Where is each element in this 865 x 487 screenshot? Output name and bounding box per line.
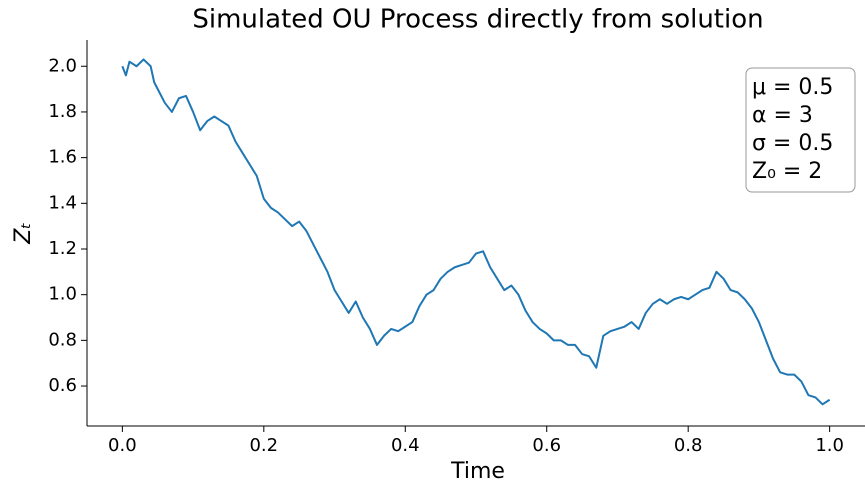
x-tick-label: 0.4 bbox=[391, 435, 420, 456]
y-tick-label: 1.2 bbox=[48, 238, 77, 259]
y-tick-label: 0.6 bbox=[48, 375, 77, 396]
y-tick-label: 2.0 bbox=[48, 55, 77, 76]
y-tick-label: 1.8 bbox=[48, 101, 77, 122]
annotation-text: μ = 0.5 bbox=[752, 75, 833, 100]
x-tick-label: 0.0 bbox=[108, 435, 137, 456]
x-tick-label: 0.8 bbox=[674, 435, 703, 456]
chart-title: Simulated OU Process directly from solut… bbox=[192, 5, 763, 35]
annotation-text: α = 3 bbox=[752, 103, 813, 128]
x-tick-label: 1.0 bbox=[815, 435, 844, 456]
y-tick-label: 1.0 bbox=[48, 284, 77, 305]
x-axis-label: Time bbox=[450, 459, 505, 484]
y-tick-label: 1.6 bbox=[48, 147, 77, 168]
annotation-text: σ = 0.5 bbox=[752, 131, 833, 156]
data-line bbox=[121, 58, 831, 406]
x-tick-label: 0.2 bbox=[249, 435, 278, 456]
y-tick-label: 1.4 bbox=[48, 192, 77, 213]
y-axis-label: Zₜ bbox=[11, 222, 36, 245]
annotation-text: Z₀ = 2 bbox=[752, 159, 822, 184]
annotation-box bbox=[745, 67, 856, 193]
x-tick-label: 0.6 bbox=[532, 435, 561, 456]
y-tick-label: 0.8 bbox=[48, 329, 77, 350]
